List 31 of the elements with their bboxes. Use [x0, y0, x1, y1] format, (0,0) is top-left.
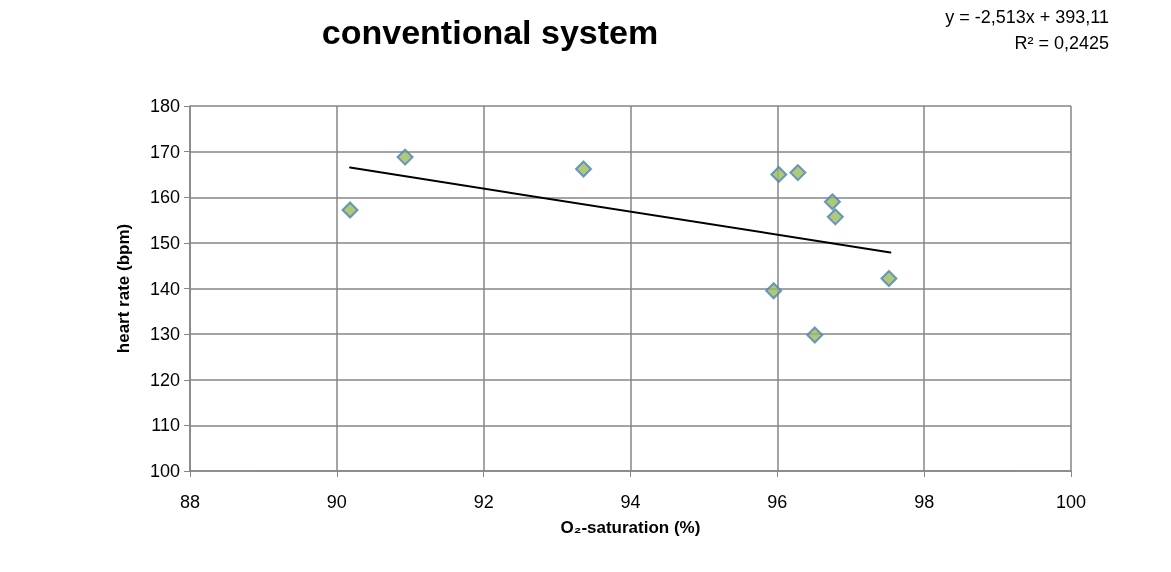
point — [575, 160, 593, 178]
point — [341, 201, 359, 219]
x-tick-label: 90 — [326, 492, 347, 512]
text: R² = 0,2425 — [1014, 33, 1109, 53]
y-tick-label: 100 — [149, 461, 180, 481]
text: y = -2,513x + 393,11 — [945, 7, 1110, 27]
point — [789, 164, 807, 182]
x-tick-label: 100 — [1055, 492, 1087, 512]
y-tick-label: 130 — [149, 324, 180, 345]
point — [880, 269, 898, 287]
y-tick-label: 160 — [149, 187, 180, 208]
y-tick-label: 180 — [149, 96, 180, 116]
chart-title: conventional system — [321, 13, 659, 51]
x-tick-label: 96 — [767, 492, 788, 512]
point — [806, 326, 824, 344]
point — [823, 193, 841, 211]
x-tick-label: 98 — [914, 492, 935, 512]
x-tick-label: 88 — [179, 492, 201, 512]
point — [826, 208, 844, 226]
point — [765, 282, 783, 300]
y-tick-label: 170 — [149, 141, 180, 162]
y-axis-title: heart rate (bpm) — [114, 223, 133, 354]
x-axis-title: O₂-saturation (%) — [560, 518, 701, 537]
x-tick-label: 94 — [620, 492, 641, 512]
x-tick-label: 92 — [473, 492, 494, 512]
y-tick-label: 110 — [151, 415, 180, 436]
y-tick-label: 120 — [149, 369, 180, 390]
y-tick-label: 150 — [149, 232, 180, 253]
y-tick-label: 140 — [149, 278, 180, 299]
point — [396, 148, 414, 166]
point — [770, 165, 788, 183]
